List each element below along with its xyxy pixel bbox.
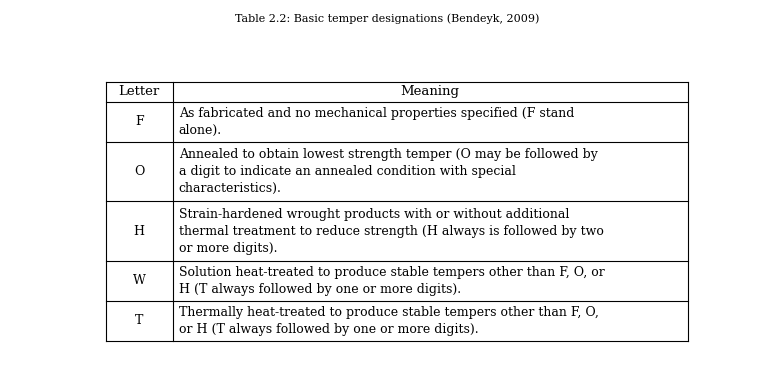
Text: H: H: [134, 225, 145, 238]
Text: O: O: [134, 165, 145, 178]
Text: F: F: [135, 115, 143, 128]
Text: Table 2.2: Basic temper designations (Bendeyk, 2009): Table 2.2: Basic temper designations (Be…: [235, 14, 539, 24]
Text: Strain-hardened wrought products with or without additional
thermal treatment to: Strain-hardened wrought products with or…: [179, 208, 604, 255]
Text: Meaning: Meaning: [401, 85, 460, 98]
Text: T: T: [135, 314, 143, 327]
Text: As fabricated and no mechanical properties specified (F stand
alone).: As fabricated and no mechanical properti…: [179, 107, 574, 137]
Text: Annealed to obtain lowest strength temper (O may be followed by
a digit to indic: Annealed to obtain lowest strength tempe…: [179, 148, 598, 195]
Text: Thermally heat-treated to produce stable tempers other than F, O,
or H (T always: Thermally heat-treated to produce stable…: [179, 306, 598, 336]
Text: W: W: [133, 274, 146, 288]
Text: Letter: Letter: [118, 85, 159, 98]
Text: Solution heat-treated to produce stable tempers other than F, O, or
H (T always : Solution heat-treated to produce stable …: [179, 266, 604, 296]
